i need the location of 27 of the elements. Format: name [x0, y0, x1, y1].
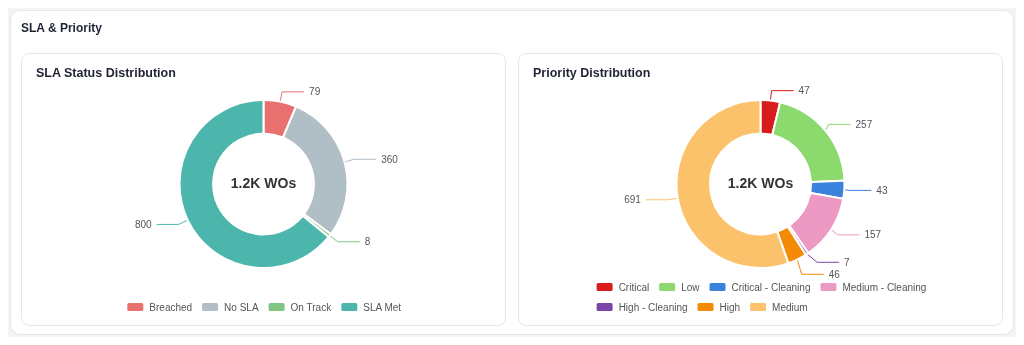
legend-label: Medium	[772, 301, 808, 313]
data-label: 360	[381, 153, 399, 165]
data-label: 257	[855, 118, 873, 130]
data-label: 47	[798, 85, 811, 97]
chart-title: Priority Distribution	[533, 66, 652, 82]
chart-title: SLA Status Distribution	[36, 66, 177, 82]
data-label: 800	[134, 218, 153, 230]
legend-label: Breached	[149, 301, 193, 313]
data-label: 79	[309, 86, 321, 98]
legend-label: Critical - Cleaning	[731, 281, 811, 293]
legend-label: High - Cleaning	[618, 301, 688, 313]
data-label: 157	[864, 229, 882, 241]
legend-label: Medium - Cleaning	[842, 281, 927, 293]
data-label: 8	[364, 236, 371, 248]
legend-label: SLA Met	[363, 301, 402, 313]
legend-label: Critical	[618, 281, 650, 293]
text: 1.2K WOs	[727, 175, 794, 191]
data-label: 7	[844, 256, 851, 268]
legend-label: On Track	[290, 301, 333, 313]
text: 1.2K WOs	[230, 175, 297, 191]
legend-label: No SLA	[224, 301, 259, 313]
data-label: 43	[876, 184, 888, 196]
legend-label: Low	[681, 281, 701, 293]
data-label: 46	[828, 268, 841, 280]
text: SLA & Priority	[21, 21, 103, 37]
legend-label: High	[719, 301, 741, 313]
data-label: 691	[624, 194, 642, 206]
